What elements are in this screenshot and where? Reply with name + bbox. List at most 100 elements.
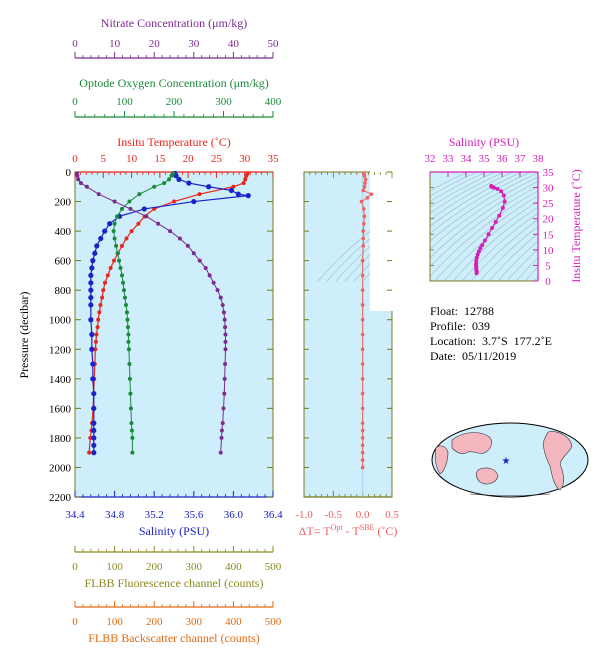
nitrate-point (84, 184, 89, 189)
ts-point (489, 184, 494, 189)
salinity-point (206, 184, 212, 190)
temperature-tick-label: 0 (72, 153, 78, 165)
ts-point (480, 243, 485, 248)
fluorescence-tick-label: 500 (265, 561, 282, 573)
delta-t-point (361, 244, 366, 248)
nitrate-tick-label: 10 (109, 38, 121, 50)
salinity-point (91, 390, 97, 397)
nitrate-axis-title: Nitrate Concentration (μm/kg) (101, 16, 247, 30)
temperature-point (93, 339, 98, 344)
oxygen-point (128, 391, 133, 396)
ts-temperature-tick-label: 20 (543, 214, 555, 226)
ts-point (476, 249, 481, 254)
temperature-point (100, 295, 105, 300)
ts-point (474, 258, 479, 263)
ts-salinity-tick-label: 38 (533, 153, 545, 165)
ts-point (490, 226, 495, 231)
salinity-point (91, 435, 97, 441)
pressure-tick-label: 1400 (49, 374, 72, 386)
backscatter-tick-label: 300 (186, 616, 203, 628)
temperature-tick-label: 35 (268, 153, 280, 165)
ts-point (502, 199, 507, 204)
temperature-point (88, 435, 93, 440)
ts-point (482, 238, 487, 243)
oxygen-point (120, 273, 125, 278)
temperature-tick-label: 10 (126, 153, 138, 165)
nitrate-point (128, 206, 133, 211)
pressure-tick-label: 1000 (49, 315, 72, 327)
pressure-tick-label: 600 (55, 256, 72, 268)
temperature-axis-title: Insitu Temperature (˚C) (117, 135, 231, 149)
oxygen-point (118, 266, 123, 271)
ts-point (500, 205, 505, 210)
nitrate-point (220, 302, 225, 307)
delta-t-point (363, 181, 367, 185)
salinity-point (176, 176, 182, 182)
pressure-tick-label: 1800 (49, 433, 72, 445)
delta-t-point (363, 177, 368, 182)
float-location-marker: ★ (502, 456, 511, 467)
temperature-point (231, 184, 236, 189)
ts-point (501, 193, 506, 198)
delta-t-point (360, 421, 365, 425)
pressure-tick-label: 800 (55, 285, 72, 297)
salinity-point (235, 191, 241, 197)
nitrate-point (185, 243, 190, 248)
nitrate-point (222, 317, 227, 322)
ts-salinity-tick-label: 36 (497, 153, 509, 165)
nitrate-point (78, 181, 83, 186)
delta-t-point (360, 391, 365, 396)
oxygen-point (115, 251, 120, 256)
world-map-inset: ★ (431, 422, 589, 498)
delta-t-axis-title: ΔT= TOpt - TSBE (˚C) (299, 523, 398, 538)
salinity-point (88, 317, 94, 323)
delta-t-point (362, 221, 366, 226)
salinity-point (90, 376, 96, 382)
nitrate-point (222, 391, 227, 396)
nitrate-tick-label: 20 (149, 38, 161, 50)
nitrate-point (76, 177, 81, 182)
nitrate-point (144, 214, 149, 219)
delta-t-point (360, 377, 365, 381)
salinity-point (92, 250, 98, 256)
oxygen-point (162, 181, 167, 186)
delta-t-point (360, 436, 365, 440)
oxygen-point (122, 295, 127, 300)
delta-t-point (365, 196, 370, 200)
backscatter-tick-label: 500 (265, 616, 282, 628)
nitrate-point (75, 173, 80, 178)
temperature-point (243, 177, 248, 182)
delta-t-point (360, 303, 365, 307)
salinity-axis-title: Salinity (PSU) (139, 524, 209, 538)
delta-t-point (360, 347, 365, 352)
oxygen-point (121, 280, 126, 285)
temperature-point (136, 221, 141, 226)
pressure-axis-title: Pressure (decibar) (17, 292, 31, 379)
oxygen-point (122, 288, 127, 293)
oxygen-axis-title: Optode Oxygen Concentration (μm/kg) (79, 76, 268, 90)
oxygen-point (126, 347, 131, 352)
nitrate-point (219, 435, 224, 440)
nitrate-point (223, 362, 228, 367)
delta-t-point (362, 173, 367, 178)
oxygen-point (128, 406, 133, 411)
salinity-point (228, 187, 235, 194)
ts-point (475, 252, 480, 257)
oxygen-point (112, 236, 117, 241)
nitrate-point (220, 421, 225, 426)
oxygen-point (167, 177, 172, 182)
oxygen-point (126, 339, 131, 344)
ts-salinity-tick-label: 37 (515, 153, 527, 165)
temperature-point (119, 243, 124, 248)
nitrate-point (197, 258, 202, 263)
salinity-tick-label: 36.0 (224, 509, 244, 521)
delta-t-point (360, 288, 365, 292)
ts-point (493, 219, 498, 224)
nitrate-point (223, 347, 228, 352)
temperature-point (96, 317, 101, 322)
nitrate-point (218, 295, 223, 300)
salinity-point (88, 272, 94, 279)
oxygen-point (111, 229, 116, 234)
salinity-point (191, 198, 197, 205)
